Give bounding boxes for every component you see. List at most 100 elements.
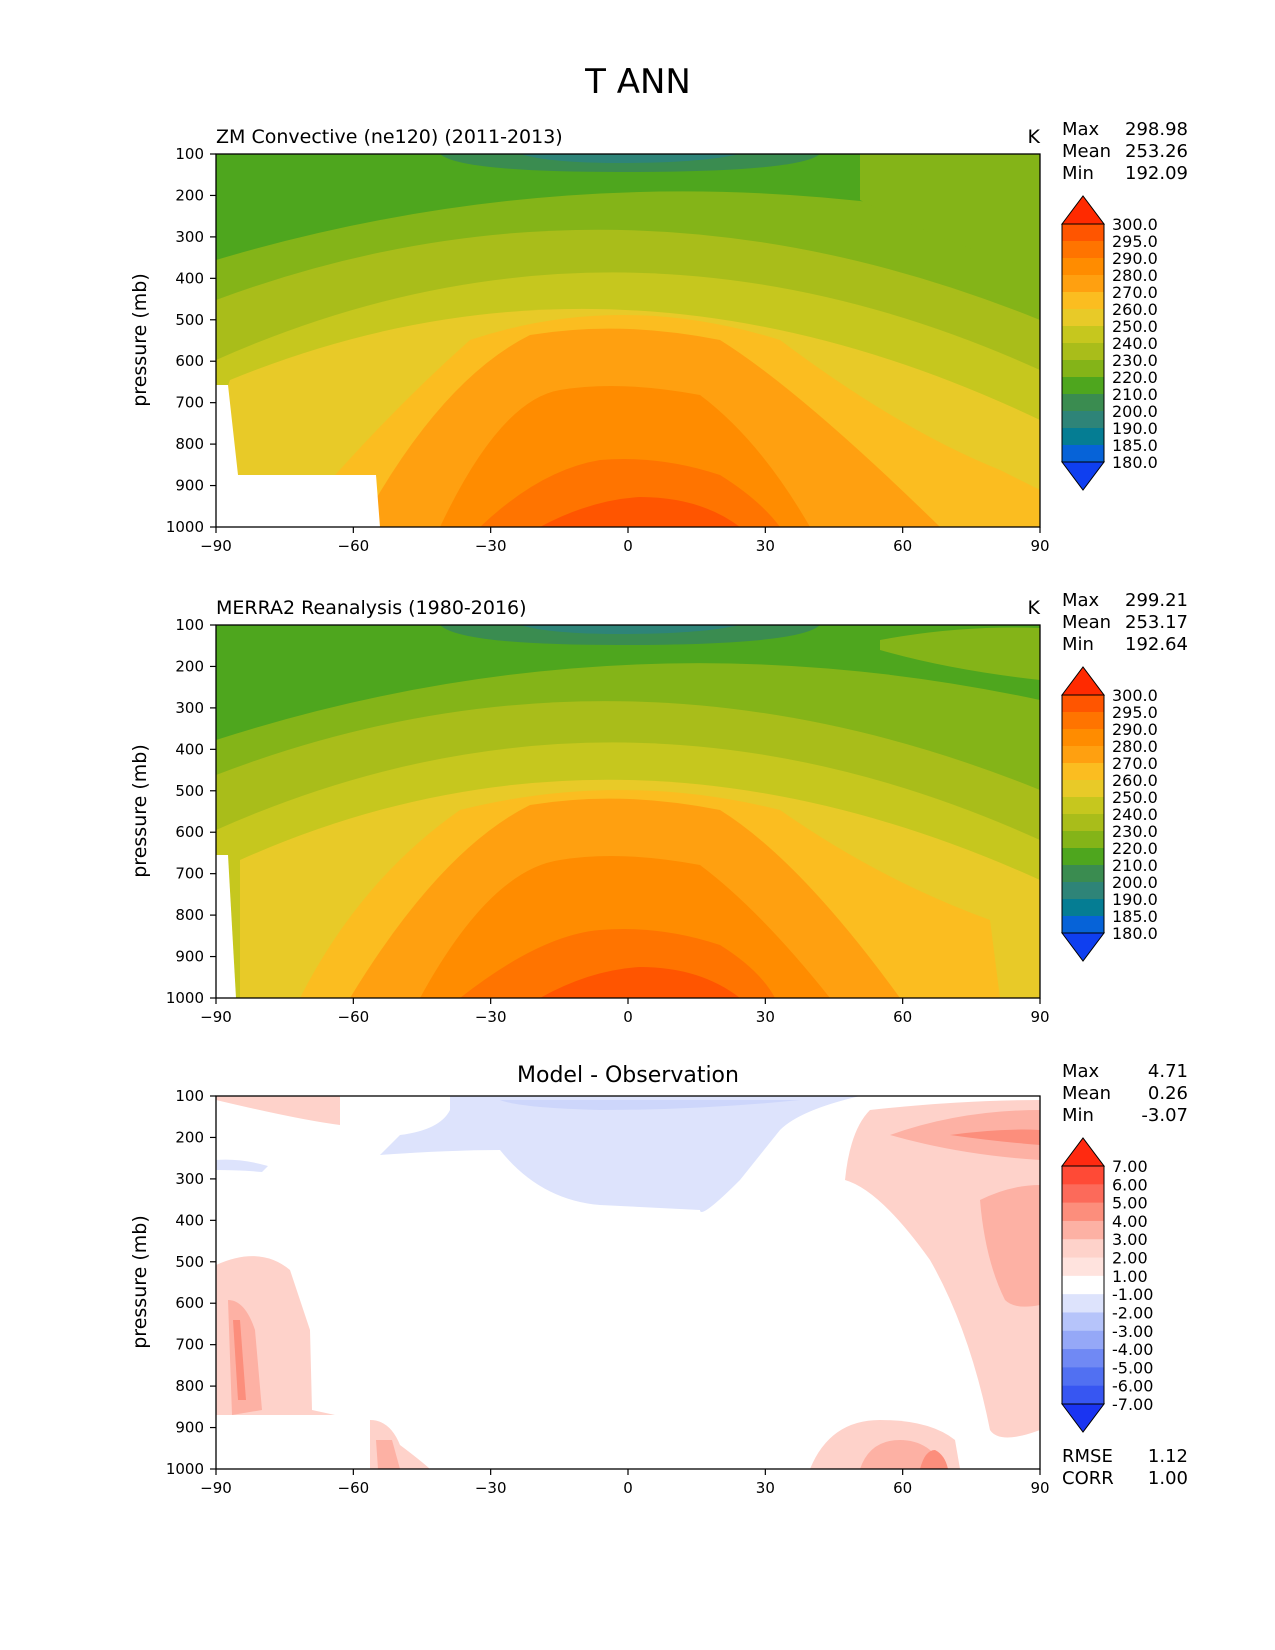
panel-title: Model - Observation [517,1063,739,1088]
x-tick-label: −60 [338,537,370,555]
colorbar-swatch [1062,763,1104,781]
colorbar-swatch [1062,882,1104,900]
x-tick-label: 0 [623,1008,633,1026]
colorbar-label: 280.0 [1112,266,1158,285]
topography-mask [216,385,380,527]
colorbar-swatch [1062,1349,1104,1368]
colorbar-swatch [1062,258,1104,276]
y-tick-label: 600 [175,823,204,841]
panel-title: MERRA2 Reanalysis (1980-2016) [216,597,527,619]
stat-label: Mean [1062,612,1111,633]
colorbar-label: -3.00 [1112,1322,1153,1341]
stats-box: Max 4.71 Mean 0.26 Min -3.07 [1062,1061,1188,1126]
band-pos-3-sw-surface [376,1440,400,1469]
stat-label: Min [1062,1105,1094,1126]
stat-value: 253.26 [1125,141,1188,162]
colorbar-label: -1.00 [1112,1285,1153,1304]
colorbar-label: -4.00 [1112,1340,1153,1359]
colorbar-label: 220.0 [1112,368,1158,387]
y-tick-label: 200 [175,657,204,675]
stat-value: 298.98 [1125,119,1188,140]
colorbar-label: 210.0 [1112,856,1158,875]
colorbar-swatch [1062,360,1104,378]
colorbar-label: 180.0 [1112,453,1158,472]
metric-label: CORR [1062,1468,1114,1489]
y-tick-label: 500 [175,782,204,800]
band-220-ne [880,627,1040,680]
colorbar-extend-min [1061,1403,1105,1433]
colorbar-swatch [1062,309,1104,327]
colorbar-extend-max [1061,666,1105,696]
x-tick-label: 30 [756,1008,775,1026]
x-tick-label: −60 [338,1479,370,1497]
contour-field-reference [216,625,1040,998]
y-tick-label: 700 [175,865,204,883]
band-pos-4-east-top [950,1129,1040,1145]
colorbar-swatch [1062,1220,1104,1240]
stat-value: 192.64 [1125,634,1188,655]
panel-difference: Model - Observation pressure (mb) 100 200… [129,1061,1188,1497]
colorbar-swatch [1062,445,1104,463]
x-tick-label: 60 [893,537,912,555]
y-tick-label: 100 [175,616,204,634]
colorbar-label: -7.00 [1112,1395,1153,1414]
colorbar-label: 2.00 [1112,1249,1148,1268]
colorbar-label: 5.00 [1112,1194,1148,1213]
colorbar: 300.0295.0290.0280.0270.0260.0250.0240.0… [1061,666,1158,962]
colorbar-swatch [1062,394,1104,412]
y-tick-label: 700 [175,394,204,412]
colorbar-label: 230.0 [1112,351,1158,370]
band-210 [216,625,1040,740]
colorbar-label: -5.00 [1112,1358,1153,1377]
colorbar-frame [1061,1165,1105,1405]
y-tick-label: 700 [175,1336,204,1354]
stat-label: Min [1062,163,1094,184]
colorbar-swatch [1062,814,1104,832]
colorbar-frame [1061,694,1105,934]
colorbar-label: 7.00 [1112,1157,1148,1176]
colorbar-label: 290.0 [1112,249,1158,268]
colorbar-extend-max [1061,1137,1105,1167]
colorbar-swatch [1062,797,1104,815]
stat-label: Max [1062,119,1100,140]
colorbar-label: 180.0 [1112,924,1158,943]
colorbar-swatch [1062,712,1104,730]
colorbar-label: 185.0 [1112,907,1158,926]
band-pos-2-east [845,1100,1040,1438]
x-tick-label: −30 [475,1479,507,1497]
x-tick-label: 30 [756,537,775,555]
colorbar-extend-min [1061,932,1105,962]
band-neg-1-west [216,1159,268,1172]
panel-model: ZM Convective (ne120) (2011-2013) K pres… [129,119,1188,555]
colorbar-swatch [1062,1184,1104,1204]
colorbar-swatch [1062,241,1104,259]
colorbar-swatch [1062,780,1104,798]
band-neg-1b [500,1100,800,1110]
colorbar-swatch [1062,865,1104,883]
colorbar-swatch [1062,729,1104,747]
y-tick-label: 500 [175,311,204,329]
y-axis-ticks: 100 200 300 400 500 600 700 800 900 1000 [166,145,216,536]
colorbar-label: 200.0 [1112,873,1158,892]
y-axis-ticks: 100 200 300 400 500 600 700 800 900 1000 [166,1087,216,1478]
y-axis-ticks: 100 200 300 400 500 600 700 800 900 1000 [166,616,216,1007]
colorbar-label: 220.0 [1112,839,1158,858]
band-200 [440,154,820,172]
x-tick-label: −30 [475,1008,507,1026]
colorbar-swatch [1062,1239,1104,1259]
stat-label: Min [1062,634,1094,655]
colorbar-label: 4.00 [1112,1212,1148,1231]
stat-value: 299.21 [1125,590,1188,611]
band-pos-4-west [233,1320,246,1400]
band-200 [440,625,820,645]
colorbar-swatch [1062,1166,1104,1185]
stat-label: Max [1062,1061,1100,1082]
y-tick-label: 900 [175,948,204,966]
band-220-ne [860,154,1040,270]
x-tick-label: 0 [623,537,633,555]
x-tick-label: 0 [623,1479,633,1497]
colorbar-label: -2.00 [1112,1303,1153,1322]
units-label: K [1028,126,1041,148]
colorbar-label: 250.0 [1112,788,1158,807]
